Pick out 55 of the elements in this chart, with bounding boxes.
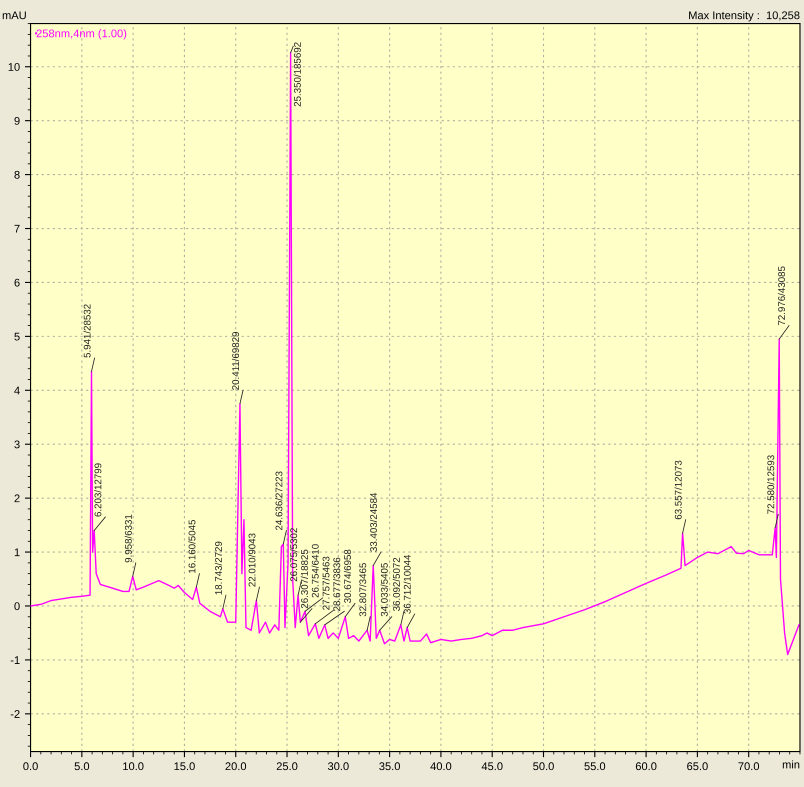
annotation: 22.010/9043 <box>248 533 256 587</box>
annotation: 27.757/5463 <box>322 556 330 610</box>
y-tick-label: 3 <box>14 440 20 448</box>
annotation: 9.958/6331 <box>124 514 132 562</box>
x-tick-label: 30.0 <box>328 762 349 770</box>
y-tick-label: 7 <box>14 224 20 233</box>
y-tick-label: 10 <box>8 63 20 71</box>
x-tick-label: 20.0 <box>225 762 246 770</box>
y-tick-label: -1 <box>10 656 20 664</box>
annotation: 16.160/5045 <box>188 520 196 573</box>
annotation: 28.677/3836 <box>333 558 340 611</box>
annotation: 36.712/10044 <box>404 554 411 614</box>
x-tick-label: 65.0 <box>687 762 708 770</box>
x-tick-label: 45.0 <box>482 762 503 770</box>
x-tick-label: 0.0 <box>23 762 38 770</box>
y-tick-label: 8 <box>14 170 20 179</box>
annotation: 32.807/3465 <box>359 563 366 616</box>
annotation: 72.580/12593 <box>767 455 774 514</box>
y-tick-label: 4 <box>14 386 20 394</box>
y-tick-label: 1 <box>14 548 20 556</box>
x-tick-label: 35.0 <box>379 762 400 770</box>
annotation: 34.033/5405 <box>380 563 388 616</box>
x-axis-title: min <box>782 760 800 768</box>
x-tick-label: 60.0 <box>636 762 656 770</box>
x-tick-label: 40.0 <box>430 762 452 770</box>
x-tick-label: 25.0 <box>276 762 298 770</box>
annotation: 24.636/27223 <box>275 471 282 530</box>
y-tick-label: 9 <box>14 116 20 125</box>
legend-label: 258nm,4nm (1.00) <box>36 29 126 40</box>
annotation: 5.941/28532 <box>83 304 91 358</box>
annotation: 18.743/2729 <box>214 542 222 594</box>
annotation: 36.092/5072 <box>392 558 400 612</box>
y-axis-title: mAU <box>2 11 26 20</box>
x-tick-label: 70.0 <box>738 762 760 770</box>
text: Max Intensity : 10,258 <box>689 11 800 22</box>
y-tick-label: 5 <box>14 332 20 341</box>
annotation: 25.350/185692 <box>294 42 301 106</box>
y-tick-label: 0 <box>14 602 20 610</box>
annotation: 33.403/24584 <box>370 492 377 552</box>
annotation: 26.075/5302 <box>290 528 298 582</box>
y-tick-label: 6 <box>14 278 20 287</box>
annotation: 26.307/18825 <box>300 550 308 608</box>
x-tick-label: 15.0 <box>174 762 195 770</box>
annotation: 20.411/69829 <box>232 332 240 390</box>
x-tick-label: 55.0 <box>584 762 606 770</box>
annotation: 30.674/6958 <box>344 550 352 603</box>
y-tick-label: 2 <box>14 494 20 502</box>
annotation: 6.203/12799 <box>94 463 102 517</box>
x-tick-label: 10.0 <box>123 762 144 770</box>
annotation: 72.976/43085 <box>778 266 786 326</box>
y-tick-label: -2 <box>10 710 20 718</box>
annotation: 26.754/6410 <box>312 544 319 598</box>
annotation: 63.557/12073 <box>674 460 682 520</box>
x-tick-label: 5.0 <box>74 762 90 770</box>
x-tick-label: 50.0 <box>533 762 554 770</box>
